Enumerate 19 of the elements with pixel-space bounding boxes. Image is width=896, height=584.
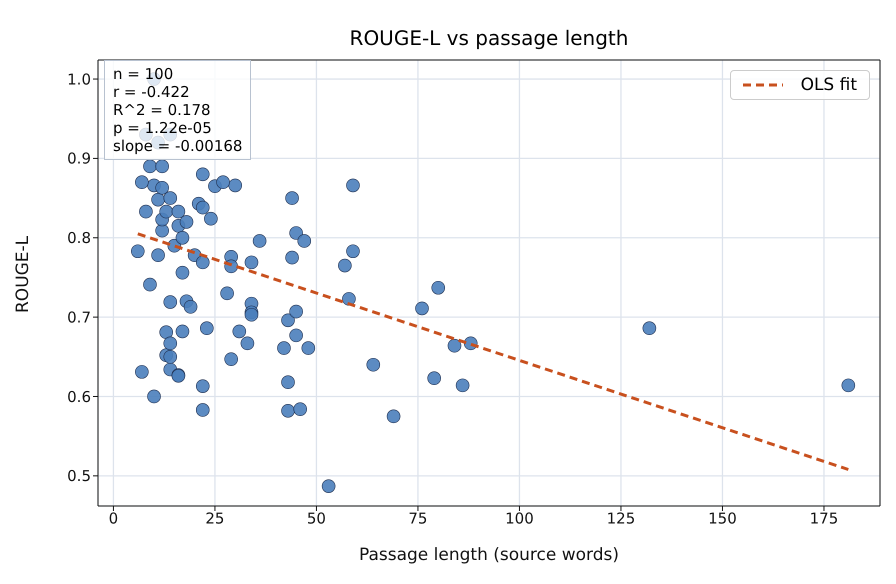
- y-tick-label: 1.0: [67, 70, 91, 88]
- x-tick-label: 0: [108, 510, 118, 528]
- x-tick-label: 100: [505, 510, 534, 528]
- y-tick-label: 0.8: [67, 229, 91, 248]
- x-tick-label: 50: [306, 510, 326, 528]
- y-axis-title: ROUGE-L: [13, 235, 34, 313]
- x-tick-label: 150: [708, 510, 737, 528]
- x-tick-label: 125: [606, 510, 636, 528]
- chart-title: ROUGE-L vs passage length: [348, 26, 630, 50]
- x-tick-label: 75: [408, 510, 428, 528]
- y-tick-label: 0.9: [67, 150, 91, 168]
- y-tick-label: 0.6: [67, 388, 91, 406]
- stats-box: n = 100 r = -0.422 R^2 = 0.178 p = 1.22e-05 slope = -0.00168: [104, 60, 252, 160]
- y-tick-label: 0.5: [67, 467, 91, 486]
- x-tick-label: 25: [205, 510, 224, 528]
- legend-label: OLS fit: [800, 75, 857, 95]
- x-axis-title: Passage length (source words): [358, 545, 620, 565]
- y-tick-label: 0.7: [67, 308, 91, 326]
- x-tick-label: 175: [810, 510, 838, 528]
